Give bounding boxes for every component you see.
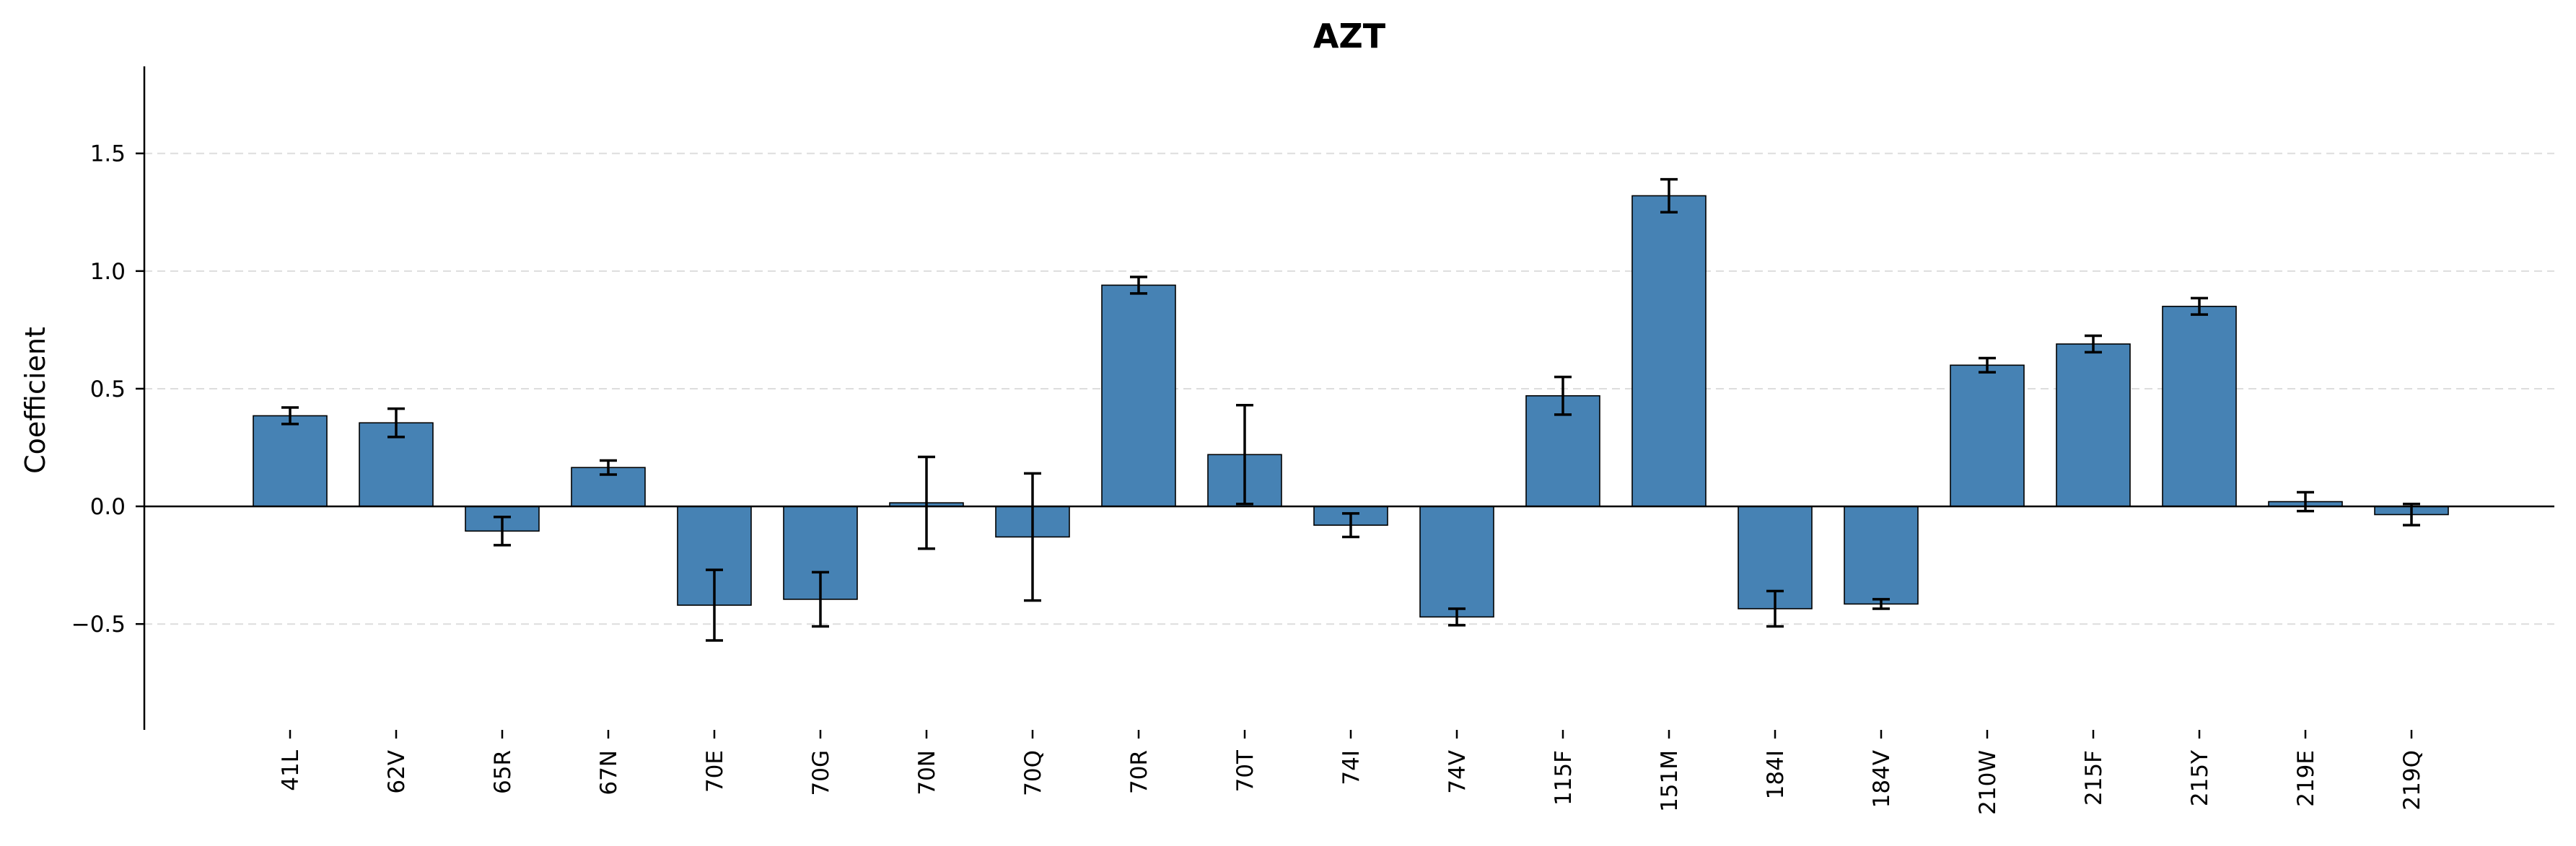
y-ticks: −0.5 0.0 0.5 1.0 1.5: [71, 141, 144, 638]
x-ticks: 41L 62V 65R 67N 70E 70G 70N 70Q 70R 70T 74I 74V 115F…: [278, 730, 2425, 815]
x-tick-label: 74V: [1445, 750, 1471, 794]
y-tick-label: −0.5: [71, 612, 126, 638]
error-bar-74V: [1448, 607, 1466, 627]
x-tick-label: 210W: [1975, 750, 2001, 815]
x-tick-label: 70T: [1232, 749, 1258, 792]
bar-70R: [1101, 284, 1176, 507]
error-bar-184I: [1766, 589, 1784, 628]
error-bar-70N: [918, 455, 935, 550]
x-tick-label: 70R: [1126, 750, 1152, 794]
error-bar-184V: [1872, 598, 1890, 610]
y-axis-label: Coefficient: [19, 327, 51, 474]
error-bar-70T: [1236, 404, 1253, 506]
error-bar-74I: [1342, 512, 1359, 539]
error-bar-67N: [600, 459, 617, 476]
error-bar-219Q: [2403, 503, 2420, 526]
y-tick-label: 1.0: [90, 259, 126, 285]
x-tick-label: 215F: [2081, 750, 2107, 806]
error-bar-115F: [1554, 375, 1572, 416]
x-tick-label: 219Q: [2399, 750, 2425, 811]
bar-210W: [1950, 364, 2025, 507]
error-bar-215Y: [2191, 296, 2208, 316]
bar-184V: [1844, 506, 1919, 605]
x-tick-label: 151M: [1657, 750, 1683, 812]
error-bar-219E: [2297, 490, 2314, 513]
error-bar-70Q: [1024, 472, 1041, 602]
x-tick-label: 70G: [808, 750, 834, 796]
bar-215F: [2056, 343, 2131, 507]
bar-layer: [253, 195, 2449, 618]
y-tick-label: 1.5: [90, 141, 126, 167]
y-tick-label: 0.0: [90, 494, 126, 520]
x-tick-label: 215Y: [2187, 750, 2213, 806]
error-bar-151M: [1660, 177, 1678, 214]
bar-74V: [1419, 506, 1494, 618]
x-tick-label: 219E: [2293, 750, 2319, 807]
error-bar-70R: [1130, 276, 1147, 295]
error-bar-41L: [281, 406, 299, 426]
x-tick-label: 70N: [914, 750, 940, 796]
error-bar-65R: [494, 516, 511, 547]
error-bar-70G: [812, 570, 829, 628]
x-tick-label: 65R: [490, 750, 516, 794]
error-bar-210W: [1979, 356, 1996, 374]
error-bar-70E: [706, 568, 723, 642]
axis-layer: [143, 66, 2554, 730]
x-tick-label: 184V: [1869, 750, 1895, 808]
x-tick-label: 115F: [1551, 750, 1577, 806]
x-tick-label: 41L: [278, 749, 304, 790]
chart-title: AZT: [1313, 17, 1386, 56]
x-tick-label: 70E: [702, 750, 728, 793]
bar-151M: [1631, 195, 1707, 507]
x-tick-label: 67N: [596, 750, 622, 796]
x-tick-label: 184I: [1763, 750, 1789, 799]
x-tick-label: 74I: [1339, 750, 1364, 785]
x-tick-label: 70Q: [1020, 750, 1046, 796]
bar-215Y: [2162, 305, 2237, 507]
error-bar-215F: [2085, 334, 2102, 354]
error-bar-62V: [387, 407, 405, 439]
error-bars: [281, 177, 2420, 642]
bar-41L: [253, 415, 328, 507]
x-tick-label: 62V: [384, 750, 410, 794]
y-tick-label: 0.5: [90, 376, 126, 402]
